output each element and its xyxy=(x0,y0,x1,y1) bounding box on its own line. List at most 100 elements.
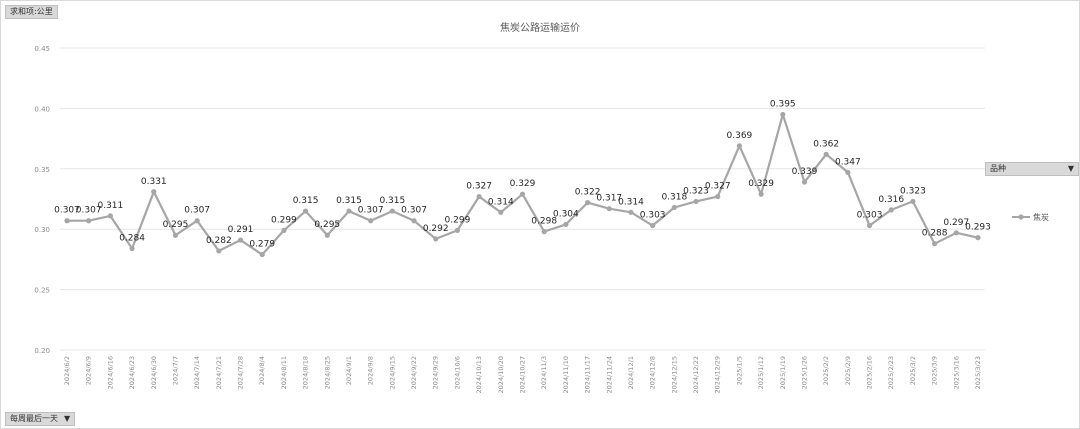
data-point xyxy=(758,191,764,197)
x-tick-label: 2025/2/16 xyxy=(866,356,874,389)
x-tick-label: 2024/11/3 xyxy=(540,356,548,389)
data-point xyxy=(693,198,699,205)
data-point xyxy=(606,206,612,212)
x-tick-label: 2025/1/26 xyxy=(800,356,808,389)
data-label: 0.295 xyxy=(163,220,189,230)
data-label: 0.362 xyxy=(813,139,839,149)
data-label: 0.327 xyxy=(705,182,731,192)
y-tick-label: 0.25 xyxy=(34,287,50,295)
data-label: 0.322 xyxy=(575,188,601,198)
data-point xyxy=(498,209,504,215)
data-label: 0.316 xyxy=(878,195,904,205)
filter-dropdown-icon: ▼ xyxy=(1067,164,1074,173)
x-tick-label: 2024/6/9 xyxy=(85,356,93,385)
x-tick-label: 2024/6/23 xyxy=(128,356,136,389)
data-point xyxy=(237,237,244,243)
data-label: 0.318 xyxy=(661,192,687,202)
data-point xyxy=(888,207,894,213)
legend-entry: 焦炭 xyxy=(1033,212,1049,222)
x-tick-label: 2025/3/2 xyxy=(909,356,917,385)
value-field-label: 求和项:公里 xyxy=(10,7,53,16)
data-label: 0.311 xyxy=(97,201,123,211)
data-label: 0.293 xyxy=(965,223,991,233)
data-point xyxy=(650,222,656,229)
data-point xyxy=(129,245,135,252)
data-label: 0.291 xyxy=(228,225,254,235)
data-point xyxy=(194,218,200,224)
x-tick-label: 2025/3/9 xyxy=(931,356,939,385)
data-point xyxy=(476,193,482,200)
x-tick-label: 2024/9/15 xyxy=(388,356,396,389)
data-label: 0.314 xyxy=(618,197,644,207)
data-label: 0.299 xyxy=(445,215,471,225)
data-point xyxy=(281,227,287,234)
y-tick-label: 0.30 xyxy=(34,226,50,234)
data-label: 0.304 xyxy=(553,209,579,219)
data-point xyxy=(368,218,374,224)
data-point xyxy=(64,218,70,224)
x-tick-label: 2025/3/23 xyxy=(974,356,982,389)
x-tick-label: 2025/3/16 xyxy=(952,356,960,389)
x-tick-label: 2024/10/27 xyxy=(519,356,527,393)
data-label: 0.298 xyxy=(531,217,557,227)
data-label: 0.295 xyxy=(314,220,340,230)
data-label: 0.292 xyxy=(423,224,449,234)
x-tick-label: 2024/11/10 xyxy=(562,356,570,393)
data-label: 0.331 xyxy=(141,177,167,187)
data-label: 0.299 xyxy=(271,215,297,225)
chart-title: 焦炭公路运输运价 xyxy=(500,21,580,34)
x-tick-label: 2024/10/13 xyxy=(475,356,483,393)
data-point xyxy=(519,191,526,197)
data-label: 0.369 xyxy=(727,131,753,141)
x-tick-label: 2024/7/28 xyxy=(237,356,245,389)
x-tick-label: 2024/6/16 xyxy=(106,356,114,389)
data-point xyxy=(346,208,352,214)
x-tick-label: 2024/11/17 xyxy=(584,356,592,393)
data-point xyxy=(584,200,591,206)
data-point xyxy=(866,222,873,229)
data-label: 0.303 xyxy=(857,211,883,221)
data-point xyxy=(454,227,461,234)
x-tick-label: 2025/2/2 xyxy=(822,356,830,385)
data-point xyxy=(736,143,743,149)
data-label: 0.315 xyxy=(379,196,405,206)
data-point xyxy=(433,236,439,242)
x-tick-label: 2024/10/20 xyxy=(497,356,505,393)
data-point xyxy=(411,218,417,224)
data-point xyxy=(628,209,634,215)
x-tick-label: 2024/8/18 xyxy=(302,356,310,389)
data-label: 0.314 xyxy=(488,197,514,207)
axis-field-button[interactable]: 每周最后一天 ▼ xyxy=(5,412,76,426)
x-tick-label: 2024/12/15 xyxy=(670,356,678,393)
data-point xyxy=(86,218,92,224)
data-point xyxy=(932,241,938,247)
legend-field-label: 品种 xyxy=(990,164,1006,173)
data-point xyxy=(151,189,157,195)
data-point xyxy=(823,151,829,157)
data-label: 0.307 xyxy=(184,206,210,216)
data-point xyxy=(780,111,786,118)
legend-marker xyxy=(1018,214,1024,220)
x-tick-label: 2024/9/1 xyxy=(345,356,353,385)
data-label: 0.307 xyxy=(76,206,102,216)
data-point xyxy=(715,193,721,200)
data-label: 0.329 xyxy=(510,179,536,189)
data-label: 0.329 xyxy=(748,179,774,189)
x-tick-label: 2024/7/7 xyxy=(171,356,179,385)
value-field-button[interactable]: 求和项:公里 xyxy=(5,5,58,19)
y-tick-label: 0.35 xyxy=(34,166,50,174)
data-point xyxy=(671,204,677,211)
data-label: 0.279 xyxy=(249,240,275,250)
data-point xyxy=(541,229,547,235)
legend-field-button[interactable]: 品种 ▼ xyxy=(985,162,1079,176)
x-tick-label: 2024/11/24 xyxy=(605,356,613,393)
data-point xyxy=(216,248,222,254)
x-tick-label: 2024/12/22 xyxy=(692,356,700,393)
legend: 焦炭 xyxy=(1012,212,1049,222)
data-label: 0.284 xyxy=(119,234,145,244)
x-tick-label: 2024/8/11 xyxy=(280,356,288,389)
x-tick-label: 2024/12/1 xyxy=(627,356,635,389)
data-label: 0.317 xyxy=(596,194,622,204)
data-label: 0.323 xyxy=(683,186,709,196)
x-tick-label: 2025/1/12 xyxy=(757,356,765,389)
